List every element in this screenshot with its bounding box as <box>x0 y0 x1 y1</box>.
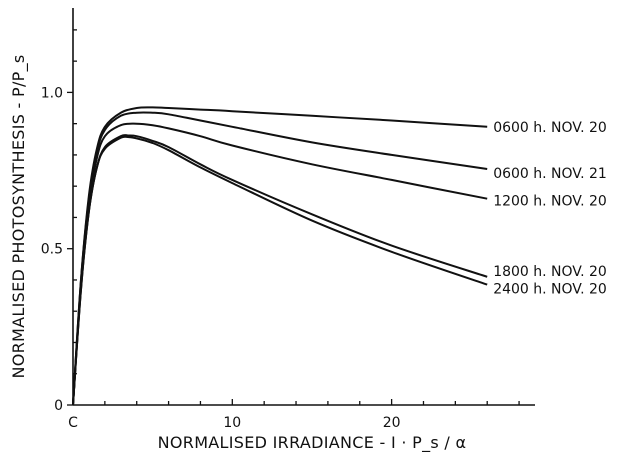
series-label-5: 2400 h. NOV. 20 <box>493 282 607 298</box>
y-tick-label: 0.5 <box>41 242 63 258</box>
series-labels: 0600 h. NOV. 20 0600 h. NOV. 21 1200 h. NO… <box>493 120 607 298</box>
series-line-5 <box>72 135 488 406</box>
series-label-1: 0600 h. NOV. 20 <box>493 120 607 136</box>
ticks: 0 0.5 1.0 C 10 20 <box>41 29 520 431</box>
axes <box>72 8 535 406</box>
series-label-2: 0600 h. NOV. 21 <box>493 166 607 182</box>
y-axis-title: NORMALISED PHOTOSYNTHESIS - P/P_s <box>9 54 29 378</box>
x-tick-label: 20 <box>383 415 401 431</box>
y-tick-label: 0 <box>54 398 63 414</box>
y-tick-label: 1.0 <box>41 85 63 101</box>
series-lines <box>72 106 488 406</box>
x-tick-label: C <box>68 415 78 431</box>
x-tick-label: 10 <box>223 415 241 431</box>
x-axis-title: NORMALISED IRRADIANCE - I · P_s / α <box>158 433 467 453</box>
series-label-4: 1800 h. NOV. 20 <box>493 264 607 280</box>
series-line-4 <box>72 134 488 406</box>
series-label-3: 1200 h. NOV. 20 <box>493 194 607 210</box>
